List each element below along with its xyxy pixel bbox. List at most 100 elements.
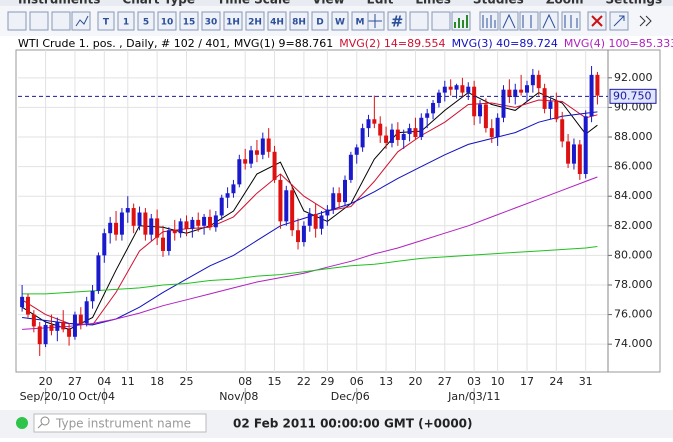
- candle-body: [448, 86, 453, 90]
- candle-body: [395, 129, 400, 140]
- candle-body: [219, 197, 224, 216]
- x-tick-label: 04: [97, 375, 111, 388]
- candle-body: [137, 212, 142, 226]
- candle-body: [178, 221, 183, 234]
- tool-button[interactable]: [451, 11, 471, 31]
- period-button[interactable]: [179, 11, 199, 31]
- menu-item[interactable]: Edit: [367, 0, 394, 7]
- candle-body: [442, 86, 447, 93]
- y-tick-label: 92.000: [614, 71, 653, 84]
- icon: #: [391, 13, 404, 31]
- candle-body: [366, 119, 371, 129]
- candle-body: [331, 193, 336, 210]
- search-icon: [40, 416, 50, 426]
- candle-body: [278, 179, 283, 222]
- candle-body: [583, 116, 588, 175]
- candle-body: [225, 193, 230, 198]
- candle-body: [489, 128, 494, 138]
- candle-body: [61, 321, 66, 330]
- candle-body: [425, 113, 430, 118]
- candle-body: [372, 119, 377, 124]
- candle-body: [454, 85, 459, 90]
- period-button[interactable]: [331, 11, 349, 31]
- candle-body: [560, 119, 565, 142]
- x-tick-label: 31: [579, 375, 593, 388]
- menu-item[interactable]: Chart Type: [122, 0, 195, 7]
- menu-item[interactable]: Settings: [606, 0, 663, 7]
- candle-body: [354, 147, 359, 155]
- period-button[interactable]: [157, 11, 177, 31]
- legend-entry: MVG(2) 14=89.554: [339, 37, 445, 50]
- candle-body: [571, 144, 576, 164]
- candle-body: [419, 117, 424, 138]
- candle-body: [296, 230, 301, 243]
- candle-body: [149, 218, 154, 235]
- x-tick-label: 17: [520, 375, 534, 388]
- period-button[interactable]: [201, 11, 221, 31]
- tool-button[interactable]: [409, 11, 429, 31]
- candle-body: [125, 208, 130, 213]
- menu-item[interactable]: View: [312, 0, 344, 7]
- period-button[interactable]: [311, 11, 329, 31]
- candle-body: [90, 290, 95, 302]
- candle-body: [360, 128, 365, 148]
- tool-button[interactable]: [7, 11, 27, 31]
- plot-area: [18, 50, 608, 372]
- period-label: 2H: [248, 18, 262, 28]
- period-label: 1H: [226, 18, 240, 28]
- period-button[interactable]: [223, 11, 243, 31]
- last-price-label: 90.750: [613, 89, 652, 102]
- period-button[interactable]: [289, 11, 309, 31]
- candle-body: [55, 321, 60, 331]
- tool-button[interactable]: [431, 11, 451, 31]
- icon: [368, 14, 382, 28]
- candle-body: [114, 222, 119, 235]
- candle-body: [25, 296, 30, 315]
- candle-body: [96, 255, 101, 291]
- timestamp: 02 Feb 2011 00:00:00 GMT (+0000): [233, 417, 473, 431]
- period-button[interactable]: [97, 11, 115, 31]
- x-tick-label: Oct/04: [78, 390, 115, 403]
- candle-body: [266, 138, 271, 152]
- period-label: 5: [143, 18, 149, 28]
- y-tick-label: 78.000: [614, 278, 653, 291]
- period-label: 10: [161, 18, 174, 28]
- period-button[interactable]: [137, 11, 155, 31]
- tool-button[interactable]: [51, 11, 71, 31]
- candle-body: [431, 102, 436, 114]
- x-tick-label: 29: [320, 375, 334, 388]
- menu-item[interactable]: Studies: [473, 0, 524, 7]
- x-tick-label: 10: [491, 375, 505, 388]
- x-tick-label: Sep/20/10: [20, 390, 76, 403]
- candle-body: [495, 117, 500, 138]
- candle-body: [460, 85, 465, 93]
- icon: [482, 13, 578, 29]
- x-tick-label: 22: [297, 375, 311, 388]
- tool-button[interactable]: [29, 11, 49, 31]
- y-tick-label: 88.000: [614, 130, 653, 143]
- candle-body: [566, 141, 571, 164]
- menu-item[interactable]: Instruments: [18, 0, 100, 7]
- period-button[interactable]: [267, 11, 287, 31]
- candle-body: [436, 92, 441, 103]
- tool-button[interactable]: [519, 11, 539, 31]
- tool-button[interactable]: [479, 11, 499, 31]
- menu-item[interactable]: Lines: [415, 0, 451, 7]
- tool-button[interactable]: [387, 11, 407, 31]
- period-button[interactable]: [245, 11, 265, 31]
- candle-body: [155, 218, 160, 238]
- period-button[interactable]: [117, 11, 135, 31]
- last-price-box: [609, 88, 657, 104]
- candle-body: [554, 101, 559, 120]
- period-button[interactable]: [351, 11, 369, 31]
- search-box[interactable]: [33, 413, 207, 433]
- candle-body: [378, 123, 383, 136]
- x-tick-label: 24: [549, 375, 563, 388]
- x-tick-label: 03: [467, 375, 481, 388]
- menu-item[interactable]: Zoom: [546, 0, 584, 7]
- menu-item[interactable]: Time Scale: [217, 0, 290, 7]
- candle-body: [260, 138, 265, 155]
- menu-bar: [0, 0, 673, 6]
- x-tick-label: 18: [150, 375, 164, 388]
